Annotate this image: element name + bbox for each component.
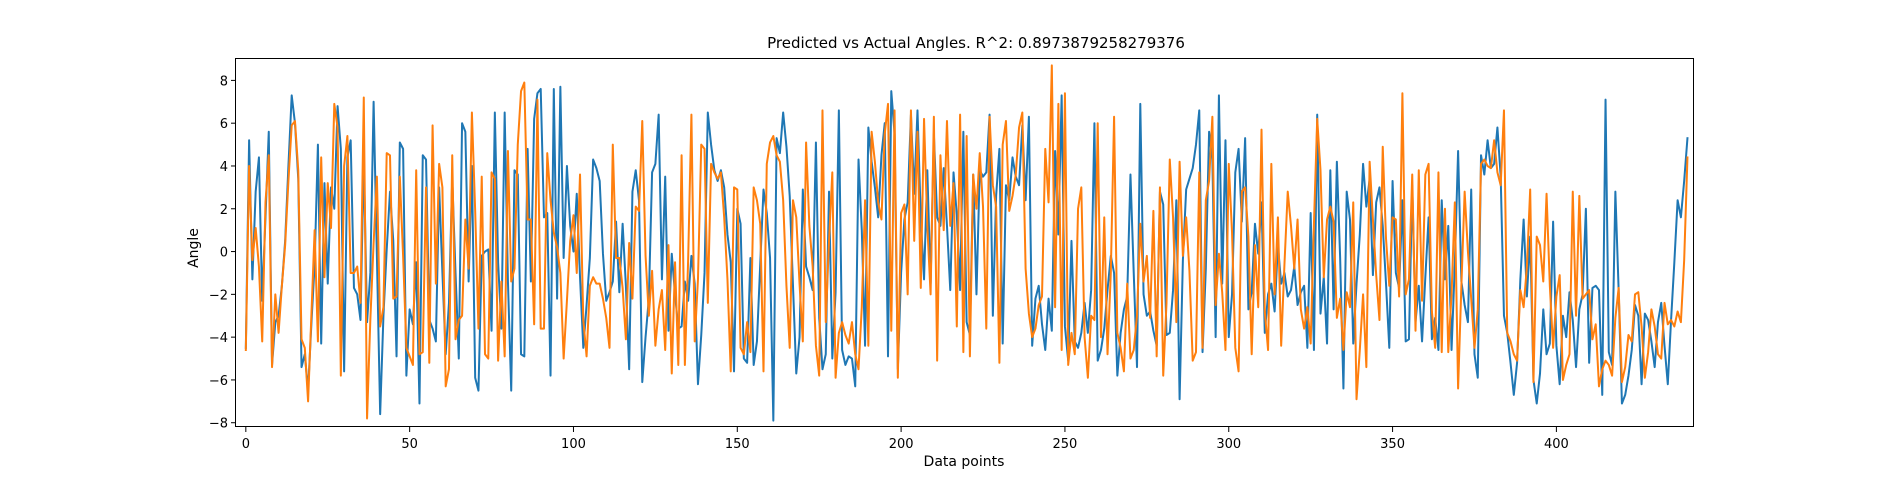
y-tick-label: −8 — [209, 417, 228, 432]
y-tick-label: 0 — [220, 246, 228, 261]
x-axis: 0 50 100 150 200 250 300 350 400 — [242, 427, 1569, 452]
x-tick-label: 350 — [1380, 437, 1405, 452]
y-tick-label: 8 — [220, 74, 228, 89]
y-tick-label: 6 — [220, 117, 228, 132]
plot-frame — [235, 58, 1694, 427]
y-tick-label: −4 — [209, 331, 228, 346]
series-line-1 — [244, 85, 1689, 422]
plot-area — [244, 64, 1689, 422]
series-line-2 — [244, 64, 1689, 420]
x-tick-label: 200 — [889, 437, 914, 452]
x-tick-label: 300 — [1216, 437, 1241, 452]
x-axis-label: Data points — [924, 454, 1005, 470]
x-tick-label: 100 — [561, 437, 586, 452]
x-tick-label: 50 — [401, 437, 418, 452]
x-tick-label: 150 — [725, 437, 750, 452]
x-tick-label: 250 — [1053, 437, 1078, 452]
y-tick-label: −6 — [209, 374, 228, 389]
y-tick-label: 2 — [220, 203, 228, 218]
chart-title: Predicted vs Actual Angles. R^2: 0.89738… — [767, 34, 1185, 52]
y-axis: −8 −6 −4 −2 0 2 4 6 8 — [209, 74, 236, 432]
x-tick-label: 400 — [1544, 437, 1569, 452]
x-tick-label: 0 — [242, 437, 250, 452]
y-tick-label: 4 — [220, 160, 228, 175]
y-tick-label: −2 — [209, 288, 228, 303]
y-axis-label: Angle — [186, 228, 202, 268]
